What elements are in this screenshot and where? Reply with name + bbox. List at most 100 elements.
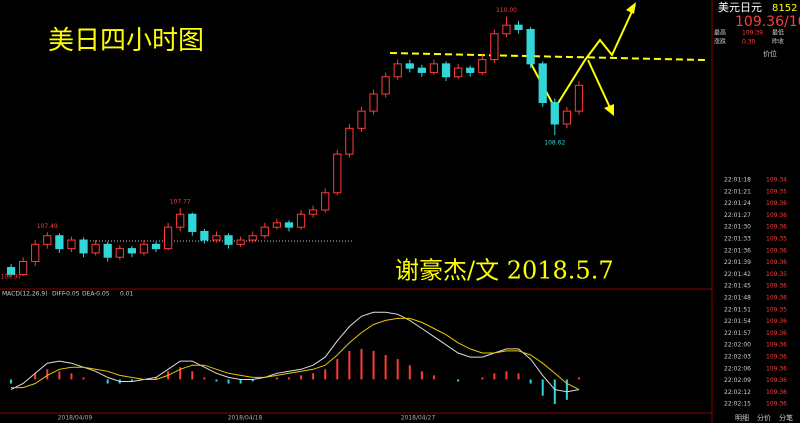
candle-body <box>454 67 463 78</box>
tick-time: 22:01:42 <box>724 271 751 278</box>
candle-body <box>43 235 52 245</box>
candle-body <box>176 213 185 228</box>
candle-body <box>115 248 124 258</box>
candle-body <box>490 33 499 61</box>
tick-price: 109.36 <box>766 389 787 396</box>
candle-body <box>272 222 281 228</box>
tick-price: 109.36 <box>766 318 787 325</box>
tick-price: 109.36 <box>766 212 787 219</box>
stat: 109.39 <box>742 30 763 37</box>
tab[interactable]: 分价 <box>757 413 771 422</box>
candle-body <box>562 110 571 125</box>
candle-body <box>236 239 245 245</box>
tick-price: 109.36 <box>766 377 787 384</box>
macd-line <box>10 311 580 393</box>
tick-time: 22:02:12 <box>724 389 751 396</box>
x-tick-label: 2018/04/09 <box>58 415 93 422</box>
candle-body <box>441 63 451 78</box>
price-annotation: 110.00 <box>496 7 517 14</box>
price-annotation: 107.77 <box>170 199 191 206</box>
candle-body <box>139 243 149 254</box>
tick-time: 22:01:51 <box>724 306 751 313</box>
candle-body <box>357 110 366 129</box>
candle-body <box>417 67 426 73</box>
resistance-line <box>389 52 706 61</box>
macd-label: -0.05 <box>64 291 80 298</box>
stat: 最低 <box>772 29 784 37</box>
macd-line <box>11 317 580 391</box>
tick-time: 22:01:39 <box>724 259 751 266</box>
symbol-code: 8152 <box>772 3 797 14</box>
symbol-name: 美元日元 <box>718 1 762 14</box>
tick-price: 109.36 <box>766 330 787 337</box>
tick-time: 22:02:03 <box>724 354 751 361</box>
candle-body <box>429 63 439 73</box>
tick-price: 109.34 <box>766 177 787 184</box>
candle-body <box>381 76 390 95</box>
tick-price: 109.36 <box>766 365 787 372</box>
macd-label: 0.01 <box>120 291 134 298</box>
tick-time: 22:01:48 <box>724 295 751 302</box>
candle-body <box>127 248 136 254</box>
arrow-head <box>604 104 614 116</box>
candle-body <box>164 226 173 250</box>
tick-time: 22:01:36 <box>724 247 751 254</box>
candle-body <box>345 127 354 155</box>
candle-body <box>296 213 306 228</box>
tabs[interactable]: 明细 分价 分笔 <box>735 413 793 422</box>
chart-title: 美日四小时图 <box>48 26 204 56</box>
candle-body <box>538 63 547 104</box>
tick-price: 109.36 <box>766 224 787 231</box>
price-annotation: 108.62 <box>544 140 565 147</box>
tick-time: 22:02:06 <box>724 365 751 372</box>
candle-body <box>369 93 378 112</box>
tick-time: 22:01:33 <box>724 236 751 243</box>
candle-body <box>55 235 64 250</box>
candle-body <box>260 226 269 237</box>
arrow-head <box>626 2 636 14</box>
candle-body <box>574 84 584 112</box>
tick-price: 109.36 <box>766 401 787 408</box>
tick-time: 22:01:27 <box>724 212 751 219</box>
forecast-arrow-up <box>529 4 636 110</box>
candle-body <box>514 24 523 30</box>
tick-time: 22:02:00 <box>724 342 751 349</box>
candle-body <box>502 24 511 35</box>
tick-price: 109.36 <box>766 342 787 349</box>
candle-body <box>67 239 76 250</box>
tick-time: 22:01:18 <box>724 177 751 184</box>
candle-body <box>212 235 221 241</box>
candle-body <box>478 59 487 73</box>
tick-price: 109.36 <box>766 295 787 302</box>
tick-time: 22:01:30 <box>724 224 751 231</box>
tick-time: 22:01:45 <box>724 283 751 290</box>
candle-body <box>91 243 100 254</box>
tab[interactable]: 明细 <box>735 413 749 422</box>
stat: 涨跌 <box>714 38 726 46</box>
stat: 昨收 <box>772 38 784 46</box>
candle-body <box>405 63 414 69</box>
candle-body <box>224 235 233 245</box>
tick-price: 109.36 <box>766 200 787 207</box>
tick-price: 109.36 <box>766 354 787 361</box>
x-tick-label: 2018/04/18 <box>228 415 263 422</box>
candle-body <box>550 102 559 125</box>
tick-price: 109.36 <box>766 247 787 254</box>
candle-body <box>321 192 330 211</box>
macd-label: DEA <box>82 291 95 298</box>
stat: 最高 <box>714 29 726 37</box>
price-annotation: 107.49 <box>37 223 58 230</box>
header: 价位 <box>763 49 777 58</box>
candle-body <box>151 243 161 250</box>
candle-body <box>31 243 40 263</box>
candle-body <box>19 261 28 275</box>
tab[interactable]: 分笔 <box>779 413 793 422</box>
tick-price: 109.36 <box>766 283 787 290</box>
tick-price: 109.35 <box>766 236 787 243</box>
price-annotation: 106.97 <box>1 273 22 280</box>
candle-body <box>6 267 16 275</box>
forecast-arrow-down <box>587 59 613 113</box>
x-tick-label: 2018/04/27 <box>401 415 436 422</box>
candle-body <box>526 28 535 65</box>
last-price: 109.36/10 <box>735 14 800 30</box>
